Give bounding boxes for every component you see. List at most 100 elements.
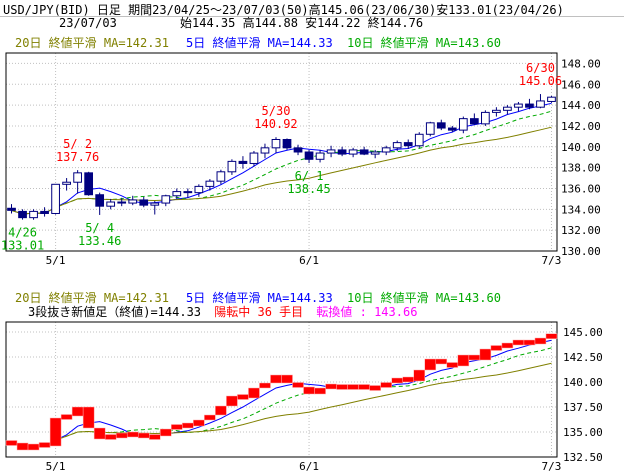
bottom-grid — [6, 322, 557, 458]
candle-body — [106, 201, 116, 207]
low-annotation-date: 5/ 4 — [85, 221, 114, 235]
line-break-brick — [38, 442, 51, 448]
bottom-y-tick-label: 135.00 — [563, 426, 603, 439]
info-ohlc: 始144.35 高144.88 安144.22 終144.76 — [180, 16, 423, 30]
candle-body — [525, 103, 534, 108]
line-break-brick — [82, 406, 95, 429]
bottom-x-tick-label: 7/3 — [542, 460, 562, 473]
line-break-brick — [424, 358, 437, 371]
line-break-brick — [336, 384, 348, 390]
candle-body — [117, 201, 127, 204]
candle-body — [161, 195, 171, 204]
bottom-y-tick-label: 140.00 — [563, 376, 603, 389]
candle-body — [238, 160, 248, 164]
line-break-brick — [534, 337, 547, 345]
low-annotation-date: 4/26 — [8, 226, 37, 240]
top-y-tick-label: 146.00 — [561, 78, 601, 91]
line-break-brick — [468, 354, 481, 361]
top-x-tick-label: 6/1 — [299, 254, 319, 267]
candle-body — [172, 191, 182, 197]
top-y-tick-label: 134.00 — [561, 203, 601, 216]
line-break-brick — [160, 428, 172, 437]
candle-body — [436, 122, 446, 129]
candle-body — [315, 152, 325, 160]
low-annotation-date: 6/ 1 — [295, 169, 324, 183]
candle-body — [514, 103, 523, 108]
candle-body — [403, 142, 413, 147]
top-y-tick-label: 130.00 — [561, 245, 601, 258]
legend2-ma10: 10日 終値平滑 MA=143.60 — [347, 290, 501, 305]
line-break-brick — [446, 362, 459, 368]
candle-body — [326, 149, 336, 154]
line-break-brick — [435, 358, 448, 365]
bottom-legend: 20日 終値平滑 MA=142.31 5日 終値平滑 MA=144.33 10日… — [15, 290, 501, 305]
line-break-brick — [402, 376, 414, 383]
top-x-tick-label: 7/3 — [542, 254, 562, 267]
legend-ma5: 5日 終値平滑 MA=144.33 — [186, 35, 333, 50]
line-break-brick — [479, 348, 492, 361]
low-annotation-value: 133.01 — [1, 239, 44, 253]
line-break-brick — [71, 406, 84, 417]
candle-body — [348, 149, 358, 155]
top-y-tick-label: 142.00 — [561, 120, 601, 133]
candle-body — [51, 183, 60, 214]
line-break-brick — [182, 422, 194, 429]
chart-stage: 23/07/03 始144.35 高144.88 安144.22 終144.76… — [1, 16, 603, 473]
top-x-axis: 5/1 6/1 7/3 — [46, 254, 562, 267]
top-legend: 20日 終値平滑 MA=142.31 5日 終値平滑 MA=144.33 10日… — [15, 35, 501, 50]
candle-body — [547, 96, 556, 102]
candle-body — [62, 181, 71, 185]
top-plot-frame — [5, 52, 558, 252]
candle-body — [381, 147, 391, 153]
line-break-brick — [237, 394, 249, 400]
line-break-brick — [149, 434, 161, 440]
line-break-brick — [104, 434, 117, 440]
line-break-brick — [171, 424, 183, 430]
candle-body — [282, 138, 292, 149]
line-break-brick — [259, 382, 271, 389]
candle-body — [95, 194, 105, 207]
candle-body — [536, 100, 545, 108]
candle-body — [194, 185, 204, 194]
line-break-brick — [248, 387, 260, 399]
candle-body — [40, 210, 49, 214]
line-break-brick — [369, 385, 381, 391]
legend2-ma20: 20日 終値平滑 MA=142.31 — [15, 290, 169, 305]
high-annotation-date: 5/ 2 — [63, 137, 92, 151]
bottom-plot-frame — [5, 321, 558, 458]
top-candles — [7, 94, 556, 220]
bottom-x-axis: 5/1 6/1 7/3 — [46, 460, 562, 473]
top-y-tick-label: 140.00 — [561, 141, 601, 154]
line-break-brick — [16, 442, 29, 451]
line-break-brick — [226, 395, 238, 407]
candle-body — [293, 147, 303, 153]
low-annotation-value: 138.45 — [287, 182, 330, 196]
bottom-y-tick-label: 132.50 — [563, 451, 603, 464]
candle-body — [370, 151, 380, 155]
tlb-info: 3段抜き新値足（終値)=144.33 陽転中 36 手目 転換値 : 143.6… — [28, 304, 417, 319]
bottom-y-axis: 145.00 142.50 140.00 137.50 135.00 132.50 — [563, 326, 603, 464]
bottom-y-tick-label: 142.50 — [563, 351, 603, 364]
bottom-y-tick-label: 137.50 — [563, 401, 603, 414]
line-break-brick — [303, 386, 315, 395]
tlb-info-trend: 陽転中 36 手目 — [214, 304, 303, 319]
legend-ma10: 10日 終値平滑 MA=143.60 — [347, 35, 501, 50]
candle-body — [18, 210, 27, 219]
candle-body — [414, 133, 424, 147]
top-y-tick-label: 132.00 — [561, 224, 601, 237]
window-title-bar: USD/JPY(BID) 日足 期間23/04/25～23/07/03(50)高… — [0, 0, 624, 17]
top-y-axis: 148.00 146.00 144.00 142.00 140.00 138.00 136.… — [561, 57, 601, 258]
candle-body — [271, 138, 281, 149]
candle-body — [392, 142, 402, 149]
line-break-brick — [60, 414, 73, 420]
top-grid — [6, 53, 557, 252]
legend2-ma5: 5日 終値平滑 MA=144.33 — [186, 290, 333, 305]
line-break-brick — [358, 384, 370, 390]
line-break-brick — [380, 382, 392, 388]
high-annotation-value: 137.76 — [56, 150, 99, 164]
candle-body — [447, 127, 457, 131]
top-y-tick-label: 136.00 — [561, 182, 601, 195]
line-break-brick — [501, 342, 514, 349]
legend-ma20: 20日 終値平滑 MA=142.31 — [15, 35, 169, 50]
candle-body — [216, 171, 226, 182]
